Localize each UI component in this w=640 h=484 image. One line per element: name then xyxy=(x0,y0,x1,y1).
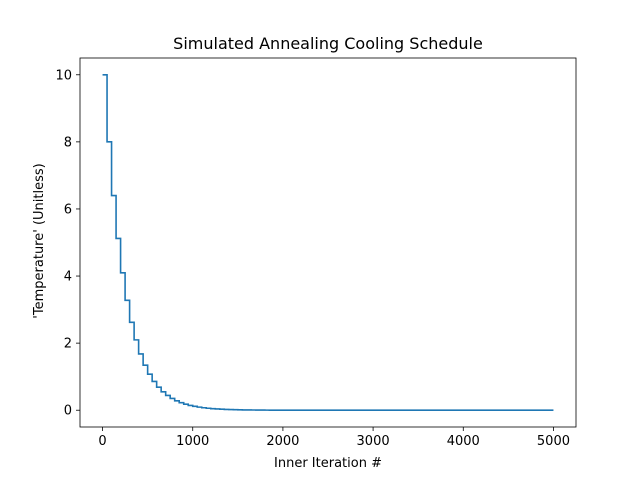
y-tick-label: 2 xyxy=(64,337,72,352)
x-tick-label: 4000 xyxy=(447,434,480,449)
plot-area: 0 1000 2000 3000 4000 5000 0 2 4 6 8 10 xyxy=(55,57,577,449)
x-tick-label: 1000 xyxy=(176,434,209,449)
chart-title: Simulated Annealing Cooling Schedule xyxy=(173,34,483,53)
series-line-1 xyxy=(102,73,554,412)
y-axis-label: 'Temperature' (Unitless) xyxy=(32,163,47,318)
axes-frame xyxy=(79,57,577,428)
x-tick-label: 5000 xyxy=(537,434,570,449)
y-tick-label: 8 xyxy=(64,135,72,150)
y-tick-label: 10 xyxy=(55,68,72,83)
y-tick-label: 4 xyxy=(64,270,72,285)
x-axis-label: Inner Iteration # xyxy=(274,456,382,471)
x-tick-label: 2000 xyxy=(266,434,299,449)
x-tick-label: 3000 xyxy=(357,434,390,449)
x-tick-label: 0 xyxy=(98,434,106,449)
y-tick-label: 6 xyxy=(64,202,72,217)
y-tick-label: 0 xyxy=(64,404,72,419)
